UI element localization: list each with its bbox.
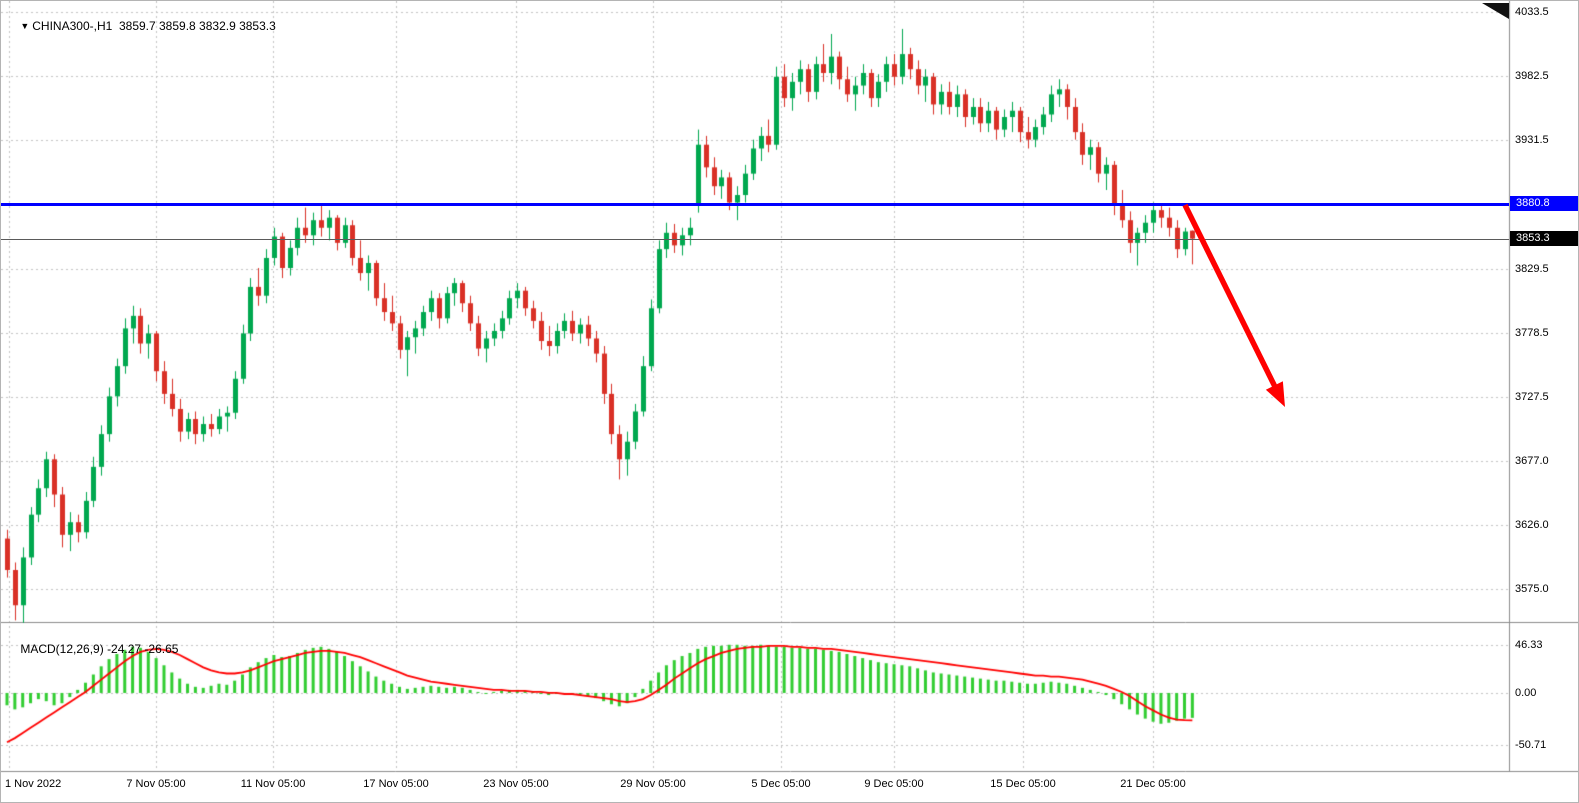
macd-name: MACD(12,26,9) xyxy=(20,642,104,656)
time-tick-label: 17 Nov 05:00 xyxy=(363,778,429,790)
price-tick-label: 4033.5 xyxy=(1515,6,1549,18)
macd-tick-label: 46.33 xyxy=(1515,639,1543,651)
current-price-badge: 3853.3 xyxy=(1510,231,1578,246)
price-tick-label: 3677.0 xyxy=(1515,455,1549,467)
macd-values: -24.27 -26.65 xyxy=(107,642,179,656)
time-tick-label: 21 Dec 05:00 xyxy=(1120,778,1186,790)
current-price-line xyxy=(1,239,1509,240)
hline-price-badge: 3880.8 xyxy=(1510,196,1578,211)
price-tick-label: 3626.0 xyxy=(1515,519,1549,531)
price-tick-label: 3778.5 xyxy=(1515,327,1549,339)
time-axis[interactable]: 1 Nov 2022 7 Nov 05:00 11 Nov 05:00 17 Nov … xyxy=(1,772,1578,802)
time-tick-label: 9 Dec 05:00 xyxy=(864,778,924,790)
time-tick-label: 15 Dec 05:00 xyxy=(990,778,1056,790)
resistance-line[interactable] xyxy=(1,203,1509,206)
time-tick-label: 29 Nov 05:00 xyxy=(620,778,686,790)
price-tick-label: 3982.5 xyxy=(1515,70,1549,82)
time-tick-label: 7 Nov 05:00 xyxy=(126,778,186,790)
ohlc-readout xyxy=(112,19,119,33)
macd-tick-label: 0.00 xyxy=(1515,687,1537,699)
macd-indicator-label: MACD(12,26,9) -24.27 -26.65 xyxy=(7,628,178,670)
macd-tick-label: -50.71 xyxy=(1515,739,1547,751)
symbol-timeframe-label: CHINA300-,H1 xyxy=(32,19,113,33)
time-tick-label: 23 Nov 05:00 xyxy=(483,778,549,790)
price-tick-label: 3931.5 xyxy=(1515,134,1549,146)
time-tick-label: 1 Nov 2022 xyxy=(5,778,62,790)
symbol-marker-icon: ▼ xyxy=(20,21,30,31)
time-tick-label: 11 Nov 05:00 xyxy=(240,778,306,790)
price-tick-label: 3829.5 xyxy=(1515,263,1549,275)
sell-arrow[interactable] xyxy=(1171,191,1313,435)
price-tick-label: 3727.5 xyxy=(1515,391,1549,403)
time-tick-label: 5 Dec 05:00 xyxy=(751,778,811,790)
chart-title: ▼ CHINA300-,H1 3859.7 3859.8 3832.9 3853.… xyxy=(7,5,276,47)
ohlc-values: 3859.7 3859.8 3832.9 3853.3 xyxy=(118,19,276,33)
price-tick-label: 3575.0 xyxy=(1515,583,1549,595)
chart-shift-marker-icon xyxy=(1482,3,1509,19)
price-axis[interactable]: 4033.5 3982.5 3931.5 3829.5 3778.5 3727.5 3677… xyxy=(1510,1,1578,771)
